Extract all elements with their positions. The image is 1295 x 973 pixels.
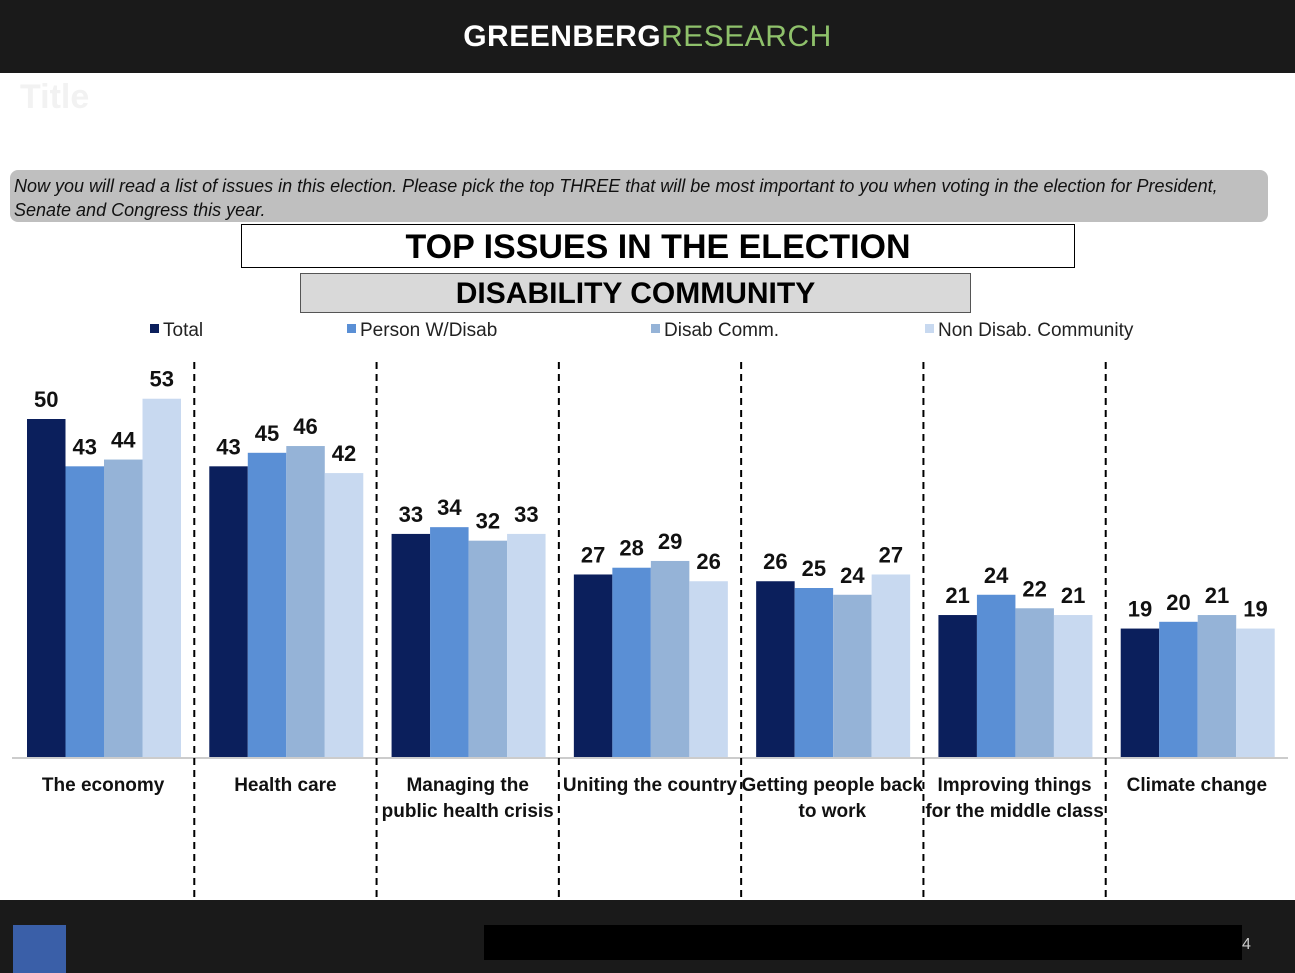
bar <box>689 581 728 757</box>
bar <box>612 567 651 757</box>
brand-bold: GREENBERG <box>463 20 662 53</box>
bar <box>650 560 690 757</box>
category-label: Climate change <box>1126 775 1268 796</box>
category-label: The economy <box>41 775 165 796</box>
bar <box>1120 628 1160 757</box>
value-label: 43 <box>216 434 240 459</box>
slide-title: Title <box>20 78 90 116</box>
bar <box>1015 608 1054 757</box>
bar <box>756 581 795 757</box>
bar <box>27 419 66 757</box>
value-label: 25 <box>802 556 826 581</box>
legend-swatch <box>651 324 660 333</box>
bar <box>430 527 469 757</box>
bar <box>324 473 364 757</box>
question: Now you will read a list of issues in th… <box>10 170 1268 222</box>
value-label: 22 <box>1022 576 1046 601</box>
bar <box>938 615 977 757</box>
value-label: 33 <box>399 502 423 527</box>
legend-label: Non Disab. Community <box>938 320 1134 341</box>
bar <box>573 574 613 757</box>
value-label: 24 <box>984 563 1009 588</box>
header: GREENBERGRESEARCH <box>0 0 1295 73</box>
bar <box>247 452 287 757</box>
category-label: Health care <box>234 775 337 796</box>
footer-box <box>484 925 1242 960</box>
value-label: 27 <box>581 542 605 567</box>
value-label: 42 <box>332 441 356 466</box>
value-label: 21 <box>945 583 969 608</box>
legend-swatch <box>925 324 934 333</box>
category-label: Uniting the country <box>562 775 738 796</box>
value-label: 27 <box>879 542 903 567</box>
bar <box>976 594 1016 757</box>
category-label: Managing the public health crisis <box>381 775 554 822</box>
value-label: 53 <box>150 367 174 392</box>
bar <box>1197 615 1237 757</box>
bar <box>1159 621 1198 757</box>
chart-title: TOP ISSUES IN THE ELECTION <box>241 224 1075 268</box>
bar <box>142 398 181 757</box>
value-label: 43 <box>73 434 97 459</box>
logo <box>13 925 66 973</box>
bar <box>871 574 911 757</box>
chart: Total Person W/Disab Disab Comm. Non Disab.… <box>12 320 1288 898</box>
value-label: 29 <box>658 529 682 554</box>
value-label: 26 <box>763 549 787 574</box>
value-label: 45 <box>255 421 279 446</box>
value-label: 26 <box>696 549 720 574</box>
value-label: 24 <box>840 563 865 588</box>
value-label: 19 <box>1243 597 1267 622</box>
category-label: Getting people back to work <box>741 775 924 822</box>
bar <box>1236 628 1275 757</box>
bar <box>391 533 431 757</box>
legend-label: Person W/Disab <box>360 320 497 341</box>
bar <box>833 594 872 757</box>
value-label: 32 <box>476 509 500 534</box>
legend-label: Disab Comm. <box>664 320 779 341</box>
value-label: 34 <box>437 495 462 520</box>
value-label: 20 <box>1166 590 1190 615</box>
bar <box>65 466 104 757</box>
legend-label: Total <box>163 320 203 341</box>
bar <box>104 459 143 757</box>
bar <box>209 466 248 757</box>
bar <box>507 533 546 757</box>
value-label: 21 <box>1061 583 1085 608</box>
legend-swatch <box>347 324 356 333</box>
bar <box>1053 615 1093 757</box>
legend-swatch <box>150 324 159 333</box>
bar <box>468 540 508 757</box>
value-label: 28 <box>619 536 643 561</box>
bar <box>286 446 325 757</box>
chart-subtitle: DISABILITY COMMUNITY <box>300 273 971 313</box>
page-number: 4 <box>1242 936 1251 953</box>
value-label: 33 <box>514 502 538 527</box>
value-label: 19 <box>1128 597 1152 622</box>
value-label: 44 <box>111 428 136 453</box>
value-label: 21 <box>1205 583 1229 608</box>
brand-light: RESEARCH <box>661 20 832 53</box>
bar <box>794 588 834 757</box>
category-label: Improving things for the middle class <box>925 775 1104 822</box>
value-label: 46 <box>293 414 317 439</box>
value-label: 50 <box>34 387 58 412</box>
